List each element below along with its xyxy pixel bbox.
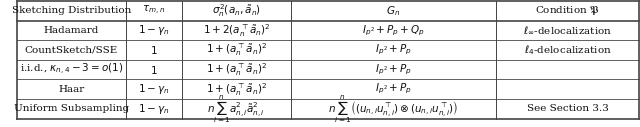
Text: $\ell_\infty$-delocalization: $\ell_\infty$-delocalization <box>523 24 612 36</box>
Text: Uniform Subsampling: Uniform Subsampling <box>14 104 129 113</box>
Text: Sketching Distribution: Sketching Distribution <box>12 6 131 15</box>
Text: $1 + (a_n^{\top} \tilde{a}_n)^2$: $1 + (a_n^{\top} \tilde{a}_n)^2$ <box>206 81 267 98</box>
Text: $1 - \gamma_n$: $1 - \gamma_n$ <box>138 82 170 96</box>
Text: $I_{p^2} + P_p$: $I_{p^2} + P_p$ <box>375 62 412 77</box>
Text: $I_{p^2} + P_p + Q_p$: $I_{p^2} + P_p + Q_p$ <box>362 23 425 38</box>
Text: Haar: Haar <box>58 85 84 94</box>
Text: $1 - \gamma_n$: $1 - \gamma_n$ <box>138 102 170 116</box>
Text: $n \sum_{i=1}^{n} a_{n,i}^2 \tilde{a}_{n,i}^2$: $n \sum_{i=1}^{n} a_{n,i}^2 \tilde{a}_{n… <box>207 93 266 125</box>
Text: $n \sum_{i=1}^{n} \left((u_{n,i} u_{n,i}^{\top}) \otimes (u_{n,i} u_{n,i}^{\top}: $n \sum_{i=1}^{n} \left((u_{n,i} u_{n,i}… <box>328 93 459 125</box>
Text: See Section 3.3: See Section 3.3 <box>527 104 609 113</box>
Text: $\tau_{m,n}$: $\tau_{m,n}$ <box>142 4 166 17</box>
Text: $1 - \gamma_n$: $1 - \gamma_n$ <box>138 23 170 37</box>
Text: $I_{p^2} + P_p$: $I_{p^2} + P_p$ <box>375 43 412 57</box>
Text: Condition $\mathfrak{P}$: Condition $\mathfrak{P}$ <box>536 4 600 17</box>
Text: $\ell_4$-delocalization: $\ell_4$-delocalization <box>524 43 612 57</box>
Text: $1$: $1$ <box>150 64 157 76</box>
Text: $I_{p^2} + P_p$: $I_{p^2} + P_p$ <box>375 82 412 96</box>
Text: CountSketch/SSE: CountSketch/SSE <box>25 45 118 54</box>
Text: $1$: $1$ <box>150 44 157 56</box>
Text: $1 + 2(a_n^{\top} \tilde{a}_n)^2$: $1 + 2(a_n^{\top} \tilde{a}_n)^2$ <box>202 22 270 39</box>
Text: $1 + (a_n^{\top} \tilde{a}_n)^2$: $1 + (a_n^{\top} \tilde{a}_n)^2$ <box>206 61 267 78</box>
Text: i.i.d., $\kappa_{n,4} - 3 = o(1)$: i.i.d., $\kappa_{n,4} - 3 = o(1)$ <box>20 62 123 77</box>
Text: Hadamard: Hadamard <box>44 26 99 35</box>
Text: $G_n$: $G_n$ <box>387 4 401 18</box>
Text: $1 + (a_n^{\top} \tilde{a}_n)^2$: $1 + (a_n^{\top} \tilde{a}_n)^2$ <box>206 42 267 58</box>
Text: $\sigma_n^2(a_n, \tilde{a}_n)$: $\sigma_n^2(a_n, \tilde{a}_n)$ <box>212 2 261 19</box>
